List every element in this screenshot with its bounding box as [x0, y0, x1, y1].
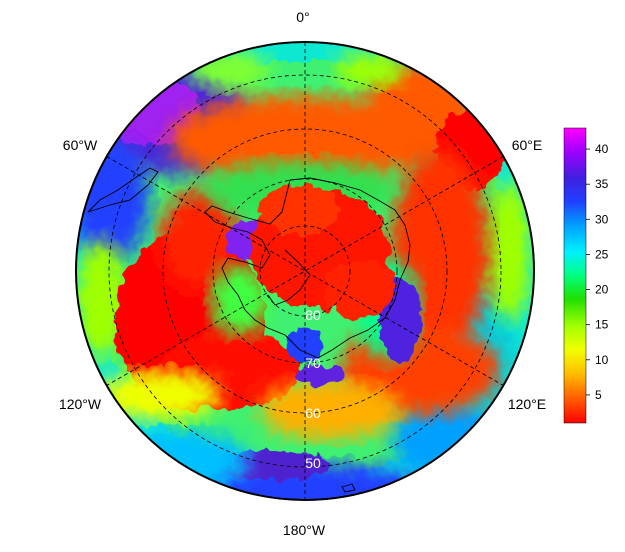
- colorbar-tick-label: 10: [595, 353, 609, 367]
- colorbar-tick-label: 15: [595, 318, 609, 332]
- colorbar-tick-label: 20: [595, 283, 609, 297]
- lat-label-70: 70: [305, 355, 321, 371]
- lon-label-120w: 120°W: [59, 396, 102, 412]
- lat-label-50: 50: [305, 455, 321, 471]
- antarctica-coastline: [204, 177, 411, 359]
- meridian-60w-120e: [106, 156, 504, 386]
- lon-label-60e: 60°E: [512, 137, 543, 153]
- colorbar-ticks: 5 10 15 20 25 30 35 40: [586, 142, 609, 402]
- colorbar: 5 10 15 20 25 30 35 40: [563, 127, 609, 424]
- island-coastline: [341, 483, 356, 493]
- graticule: [106, 42, 504, 500]
- colorbar-tick-label: 40: [595, 142, 609, 156]
- map-outline: [75, 41, 535, 501]
- longitude-labels: 0° 60°W 60°E 120°W 120°E 180°W: [59, 9, 546, 538]
- south-america-coastline: [87, 167, 159, 213]
- lat-label-60: 60: [305, 405, 321, 421]
- colorbar-tick-label: 30: [595, 212, 609, 226]
- lat-circle-50: [108, 74, 502, 468]
- colorbar-tick-label: 5: [595, 388, 602, 402]
- lon-label-180w: 180°W: [283, 522, 326, 538]
- lon-label-120e: 120°E: [508, 396, 546, 412]
- lon-label-60w: 60°W: [63, 137, 98, 153]
- lat-label-80: 80: [305, 307, 321, 323]
- meridian-60e-120w: [106, 156, 504, 386]
- colorbar-gradient: [563, 127, 587, 424]
- lon-label-0: 0°: [296, 9, 309, 25]
- lat-circle-70: [212, 178, 398, 364]
- coastlines: [87, 167, 411, 493]
- colorbar-tick-label: 35: [595, 177, 609, 191]
- latitude-labels: 80 70 60 50: [305, 307, 321, 471]
- ice-shelf-coastline: [267, 249, 311, 306]
- colorbar-tick-label: 25: [595, 247, 609, 261]
